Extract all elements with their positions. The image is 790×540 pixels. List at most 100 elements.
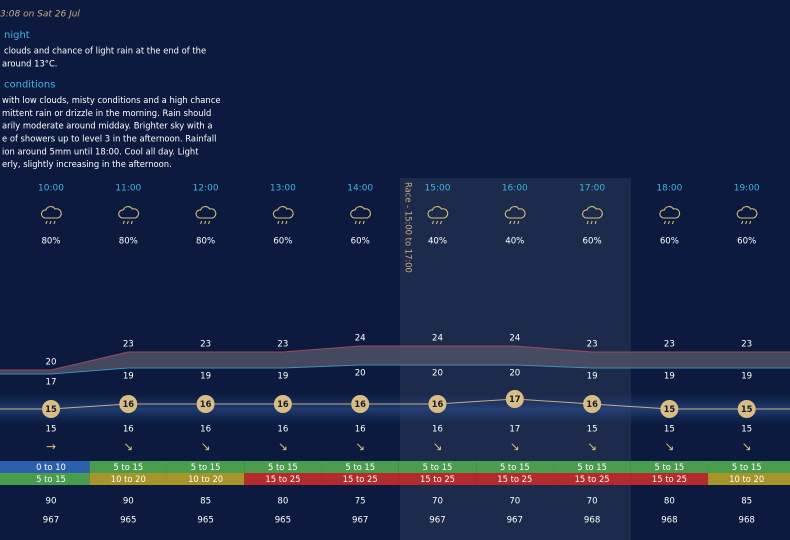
wind-arrow: ↘ [278, 440, 288, 454]
humidity: 90 [46, 497, 57, 507]
icon-cloud [118, 206, 140, 219]
high-temp: 23 [123, 340, 134, 350]
gust-band [476, 473, 554, 485]
section-line: arily moderate around midday. Brighter s… [2, 121, 213, 131]
low-temp: 19 [123, 372, 134, 382]
icon-rain [509, 220, 520, 225]
rain-chance: 40% [428, 237, 447, 247]
rain-chance: 60% [583, 237, 602, 247]
wind-band [166, 461, 245, 473]
high-temp: 20 [46, 358, 57, 368]
weather-icon [427, 206, 449, 225]
high-temp: 23 [277, 340, 288, 350]
feels-temp: 15 [45, 404, 57, 414]
feels-circle [273, 395, 292, 413]
gust-range: 15 to 25 [575, 474, 610, 484]
high-temp: 23 [587, 340, 598, 350]
wind-range: 5 to 15 [577, 462, 607, 472]
wind-range: 5 to 15 [268, 462, 298, 472]
feels-line [0, 398, 790, 410]
high-temp: 24 [509, 334, 520, 344]
feels-temp: 15 [741, 404, 753, 414]
hour-label: 16:00 [502, 184, 528, 194]
gust-range: 15 to 25 [265, 474, 300, 484]
icon-rain [354, 220, 365, 225]
wind-band [321, 461, 399, 473]
pressure: 965 [197, 516, 213, 526]
wind-range: 5 to 15 [423, 462, 453, 472]
race-label: Race - 15:00 to 17:00 [404, 182, 414, 273]
updated-time: 3:08 on Sat 26 Jul [0, 10, 80, 20]
feels-circle [119, 395, 138, 413]
feels-circle [583, 395, 602, 413]
weather-icon [736, 206, 758, 225]
gust-band [89, 473, 167, 485]
feels-temp: 15 [664, 404, 676, 414]
pressure: 968 [738, 516, 754, 526]
rain-chance: 60% [273, 237, 292, 247]
icon-cloud [427, 206, 449, 219]
temp: 17 [509, 425, 520, 435]
rain-chance: 40% [505, 237, 524, 247]
humidity: 85 [200, 497, 211, 507]
wind-range: 5 to 15 [345, 462, 375, 472]
high-temp: 24 [355, 334, 366, 344]
temp-band [0, 346, 790, 374]
wind-range: 5 to 15 [191, 462, 221, 472]
gust-range: 15 to 25 [420, 474, 455, 484]
wind-arrow: ↘ [355, 440, 365, 454]
feels-temp: 16 [277, 399, 289, 409]
humidity: 70 [509, 497, 520, 507]
feels-circle [196, 395, 215, 413]
icon-rain [200, 220, 211, 225]
wind-arrow: ↘ [201, 440, 211, 454]
section-line: ion around 5mm until 18:00. Cool all day… [2, 146, 199, 156]
low-temp: 19 [277, 372, 288, 382]
hour-label: 13:00 [270, 184, 296, 194]
temp: 16 [123, 425, 134, 435]
gust-range: 15 to 25 [652, 474, 687, 484]
high-line [0, 345, 790, 371]
feels-circle [428, 395, 447, 413]
gust-band [321, 473, 399, 485]
gust-band [630, 473, 709, 485]
icon-cloud [504, 206, 526, 219]
temp: 16 [432, 425, 443, 435]
wind-range: 5 to 15 [655, 462, 685, 472]
weather-icon [350, 206, 371, 225]
temp: 15 [741, 425, 752, 435]
rain-chance: 60% [737, 237, 756, 247]
icon-rain [45, 220, 56, 225]
temp: 16 [355, 425, 366, 435]
hour-label: 19:00 [734, 184, 760, 194]
hour-label: 18:00 [656, 184, 682, 194]
gust-band [398, 473, 477, 485]
wind-range: 5 to 15 [113, 462, 143, 472]
humidity: 70 [587, 497, 598, 507]
section-line: clouds and chance of light rain at the e… [4, 46, 206, 56]
weather-icon [272, 206, 294, 225]
gust-range: 10 to 20 [188, 474, 223, 484]
gust-band [244, 473, 322, 485]
gust-range: 10 to 20 [111, 474, 146, 484]
rain-chance: 60% [660, 237, 679, 247]
icon-rain [741, 220, 752, 225]
hour-label: 15:00 [425, 184, 451, 194]
wind-band [630, 461, 709, 473]
low-temp: 19 [587, 372, 598, 382]
section-line: erly, slightly increasing in the afterno… [2, 159, 172, 169]
temp: 16 [277, 425, 288, 435]
temp: 15 [587, 425, 598, 435]
wind-arrow: ↘ [123, 440, 133, 454]
wind-arrow: ↘ [664, 440, 674, 454]
wind-arrow: ↘ [742, 440, 752, 454]
icon-rain [663, 220, 674, 225]
feels-temp: 16 [354, 399, 366, 409]
low-temp: 19 [664, 372, 675, 382]
gust-range: 10 to 20 [729, 474, 764, 484]
pressure: 967 [352, 516, 368, 526]
humidity: 85 [741, 497, 752, 507]
pressure: 965 [120, 516, 136, 526]
gust-band [553, 473, 631, 485]
